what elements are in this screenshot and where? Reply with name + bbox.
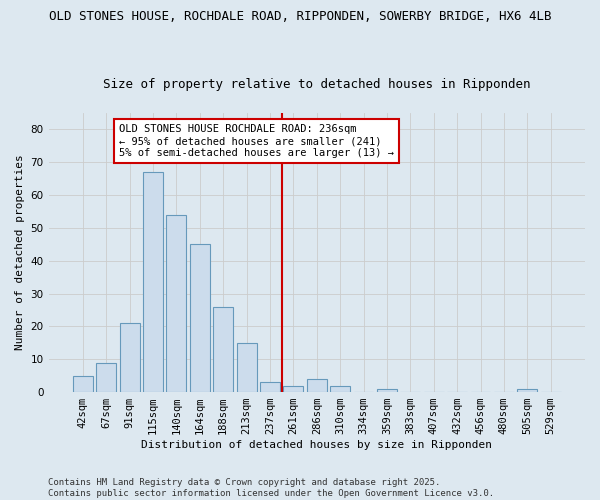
Bar: [517, 389, 537, 392]
Bar: [307, 379, 327, 392]
Bar: [213, 306, 233, 392]
Bar: [330, 386, 350, 392]
Bar: [166, 215, 187, 392]
Bar: [260, 382, 280, 392]
Bar: [143, 172, 163, 392]
Bar: [236, 343, 257, 392]
Bar: [73, 376, 93, 392]
Text: OLD STONES HOUSE, ROCHDALE ROAD, RIPPONDEN, SOWERBY BRIDGE, HX6 4LB: OLD STONES HOUSE, ROCHDALE ROAD, RIPPOND…: [49, 10, 551, 23]
Y-axis label: Number of detached properties: Number of detached properties: [15, 154, 25, 350]
Bar: [120, 323, 140, 392]
Title: Size of property relative to detached houses in Ripponden: Size of property relative to detached ho…: [103, 78, 530, 91]
Bar: [283, 386, 304, 392]
Bar: [377, 389, 397, 392]
Text: Contains HM Land Registry data © Crown copyright and database right 2025.
Contai: Contains HM Land Registry data © Crown c…: [48, 478, 494, 498]
Text: OLD STONES HOUSE ROCHDALE ROAD: 236sqm
← 95% of detached houses are smaller (241: OLD STONES HOUSE ROCHDALE ROAD: 236sqm ←…: [119, 124, 394, 158]
Bar: [190, 244, 210, 392]
X-axis label: Distribution of detached houses by size in Ripponden: Distribution of detached houses by size …: [141, 440, 492, 450]
Bar: [97, 362, 116, 392]
